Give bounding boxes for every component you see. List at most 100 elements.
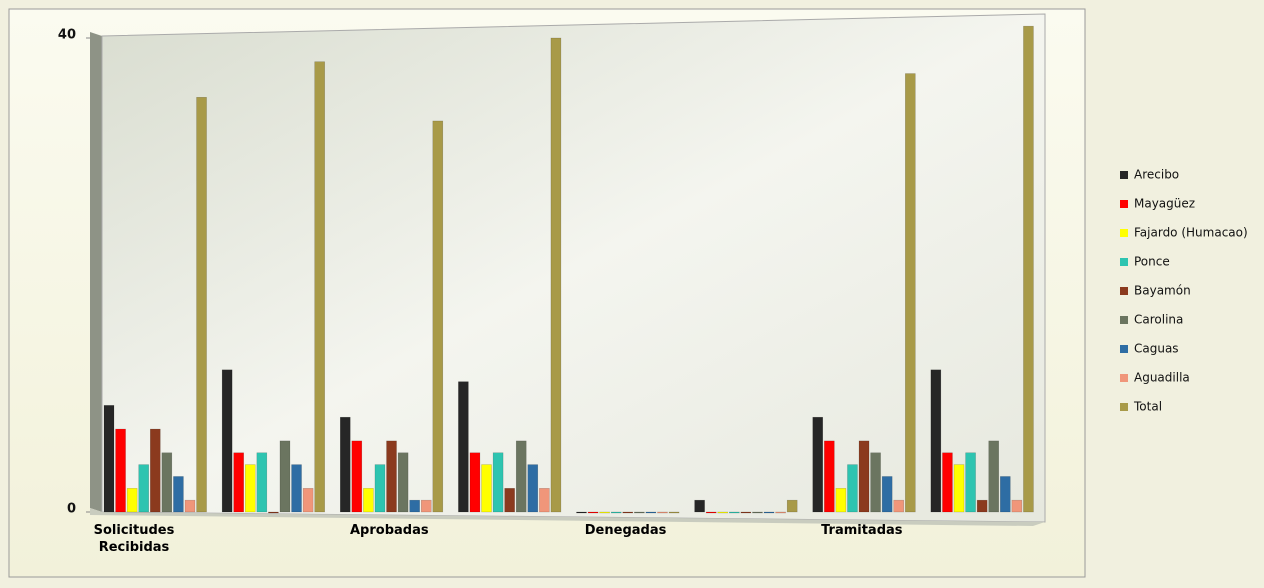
- bar: [812, 416, 823, 513]
- bar: [504, 488, 515, 513]
- bar: [150, 428, 161, 513]
- bar: [363, 488, 374, 513]
- bar: [657, 511, 668, 514]
- bar: [161, 452, 173, 513]
- legend-label: Mayagüez: [1134, 197, 1195, 211]
- legend-label: Caguas: [1134, 342, 1179, 356]
- bar: [115, 428, 126, 513]
- bar: [858, 440, 870, 513]
- y-tick-label: 0: [67, 502, 76, 517]
- bar: [550, 37, 562, 513]
- plot-area: [101, 13, 1046, 523]
- bar: [481, 464, 492, 513]
- legend-swatch: [1120, 374, 1128, 382]
- bar: [905, 73, 916, 513]
- bar: [988, 440, 999, 513]
- bar: [374, 464, 386, 513]
- x-tick-label: Aprobadas: [350, 523, 429, 538]
- bar: [775, 511, 786, 514]
- legend-swatch: [1120, 403, 1128, 411]
- bar: [1011, 499, 1023, 513]
- bar: [291, 464, 302, 513]
- bar: [717, 511, 729, 514]
- legend-label: Arecibo: [1134, 168, 1179, 182]
- x-tick-label-box: Tramitadas: [821, 523, 903, 538]
- x-tick-label: Solicitudes Recibidas: [93, 523, 175, 555]
- bar: [314, 61, 325, 513]
- bar: [587, 511, 599, 514]
- bar: [576, 511, 587, 514]
- legend-label: Fajardo (Humacao): [1134, 226, 1248, 240]
- bar: [469, 452, 481, 513]
- bar: [458, 381, 469, 513]
- bar: [184, 499, 196, 513]
- x-tick-label-box: Aprobadas: [350, 523, 429, 538]
- bar: [409, 499, 420, 513]
- bar: [103, 405, 115, 513]
- bar: [539, 488, 550, 513]
- x-tick-label: Denegadas: [584, 523, 667, 538]
- bar: [599, 511, 610, 514]
- legend-label: Carolina: [1134, 313, 1183, 327]
- bar: [622, 511, 634, 514]
- bar: [256, 452, 268, 513]
- bar: [268, 511, 279, 514]
- bar: [610, 511, 622, 514]
- bar: [740, 511, 752, 514]
- x-tick-label: Tramitadas: [821, 523, 903, 538]
- bar: [386, 440, 397, 513]
- bar: [432, 120, 444, 513]
- floor: [90, 508, 1045, 526]
- legend-swatch: [1120, 287, 1128, 295]
- bar: [893, 499, 904, 513]
- legend-swatch: [1120, 258, 1128, 266]
- legend-swatch: [1120, 345, 1128, 353]
- bar: [786, 499, 798, 513]
- y-tick-label: 40: [58, 28, 76, 43]
- bar: [420, 499, 432, 513]
- x-tick-label-box: Solicitudes Recibidas: [93, 523, 175, 555]
- bar: [126, 488, 138, 513]
- bar: [492, 452, 504, 513]
- bar: [302, 488, 314, 513]
- bar: [705, 511, 717, 514]
- bar: [835, 488, 847, 513]
- bar: [953, 464, 965, 513]
- bar: [824, 440, 835, 513]
- bar: [279, 440, 291, 513]
- bar: [397, 452, 409, 513]
- bar: [930, 369, 942, 513]
- legend-label: Total: [1133, 400, 1162, 414]
- bar: [340, 416, 351, 513]
- bar: [233, 452, 244, 513]
- bar: [221, 369, 233, 513]
- side-wall: [90, 32, 102, 512]
- bar: [351, 440, 363, 513]
- bar: [942, 452, 953, 513]
- bar: [1023, 25, 1034, 513]
- bar: [847, 464, 858, 513]
- bar: [645, 511, 657, 514]
- bar: [173, 476, 184, 513]
- bar: [634, 511, 645, 514]
- legend-label: Aguadilla: [1134, 371, 1190, 385]
- bar: [763, 511, 775, 514]
- legend-label: Ponce: [1134, 255, 1170, 269]
- bar: [694, 499, 705, 513]
- legend-swatch: [1120, 316, 1128, 324]
- legend-swatch: [1120, 200, 1128, 208]
- bar: [527, 464, 539, 513]
- legend-swatch: [1120, 229, 1128, 237]
- bar: [729, 511, 740, 514]
- legend-swatch: [1120, 171, 1128, 179]
- bar: [976, 499, 988, 513]
- bar: [870, 452, 881, 513]
- bar: [245, 464, 256, 513]
- bar: [515, 440, 527, 513]
- bar: [881, 476, 893, 513]
- bar: [668, 511, 680, 514]
- x-tick-label-box: Denegadas: [584, 523, 667, 538]
- bar: [196, 97, 207, 513]
